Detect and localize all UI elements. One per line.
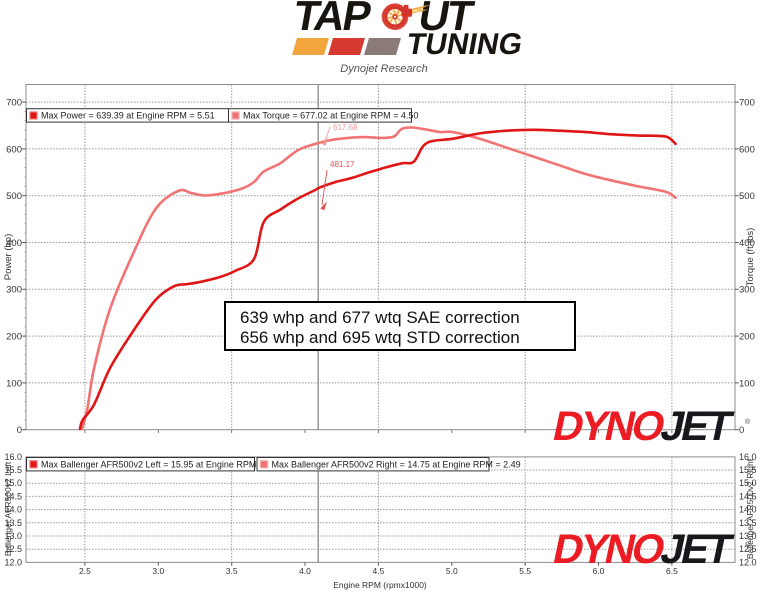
svg-text:4.5: 4.5 [372,566,384,576]
svg-text:®: ® [745,541,751,549]
svg-text:Max Ballenger AFR500v2 Right =: Max Ballenger AFR500v2 Right = 14.75 at … [272,459,521,469]
svg-text:Engine RPM (rpmx1000): Engine RPM (rpmx1000) [333,580,427,590]
svg-text:2.5: 2.5 [79,566,91,576]
svg-text:3.5: 3.5 [226,566,238,576]
svg-text:16.0: 16.0 [4,452,22,462]
svg-text:12.0: 12.0 [4,557,22,567]
svg-text:Max Ballenger AFR500v2 Left =: Max Ballenger AFR500v2 Left = 15.95 at E… [41,459,284,469]
svg-text:Ballenger AFR500v2 Left: Ballenger AFR500v2 Left [3,461,13,556]
svg-text:3.0: 3.0 [152,566,164,576]
svg-text:DYNOJET: DYNOJET [549,525,737,571]
svg-text:4.0: 4.0 [299,566,311,576]
svg-text:5.0: 5.0 [446,566,458,576]
svg-text:5.5: 5.5 [519,566,531,576]
